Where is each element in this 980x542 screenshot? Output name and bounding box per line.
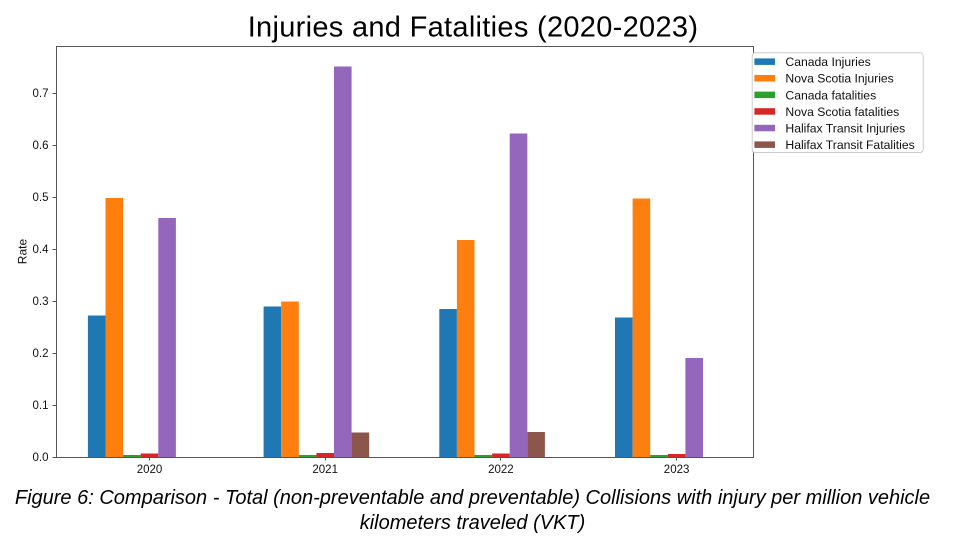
- svg-text:Halifax Transit Injuries: Halifax Transit Injuries: [785, 122, 905, 136]
- svg-text:0.3: 0.3: [33, 296, 49, 308]
- svg-text:2020: 2020: [137, 464, 163, 476]
- svg-text:0.4: 0.4: [33, 244, 50, 256]
- svg-text:Injuries and Fatalities (2020-: Injuries and Fatalities (2020-2023): [248, 11, 699, 43]
- svg-text:Rate: Rate: [16, 239, 30, 265]
- svg-text:0.5: 0.5: [33, 192, 49, 204]
- svg-text:Canada Injuries: Canada Injuries: [785, 55, 870, 69]
- svg-text:Canada fatalities: Canada fatalities: [785, 88, 876, 102]
- svg-text:0.6: 0.6: [33, 140, 49, 152]
- svg-text:0.2: 0.2: [33, 348, 49, 360]
- svg-text:2022: 2022: [488, 464, 514, 476]
- svg-text:0.0: 0.0: [33, 452, 49, 464]
- svg-text:2023: 2023: [664, 464, 690, 476]
- svg-text:Nova Scotia fatalities: Nova Scotia fatalities: [785, 105, 899, 119]
- svg-text:Nova Scotia Injuries: Nova Scotia Injuries: [785, 72, 893, 86]
- svg-text:2021: 2021: [312, 464, 338, 476]
- svg-text:0.1: 0.1: [33, 400, 49, 412]
- svg-text:0.7: 0.7: [33, 88, 49, 100]
- svg-text:Halifax Transit Fatalities: Halifax Transit Fatalities: [785, 138, 914, 152]
